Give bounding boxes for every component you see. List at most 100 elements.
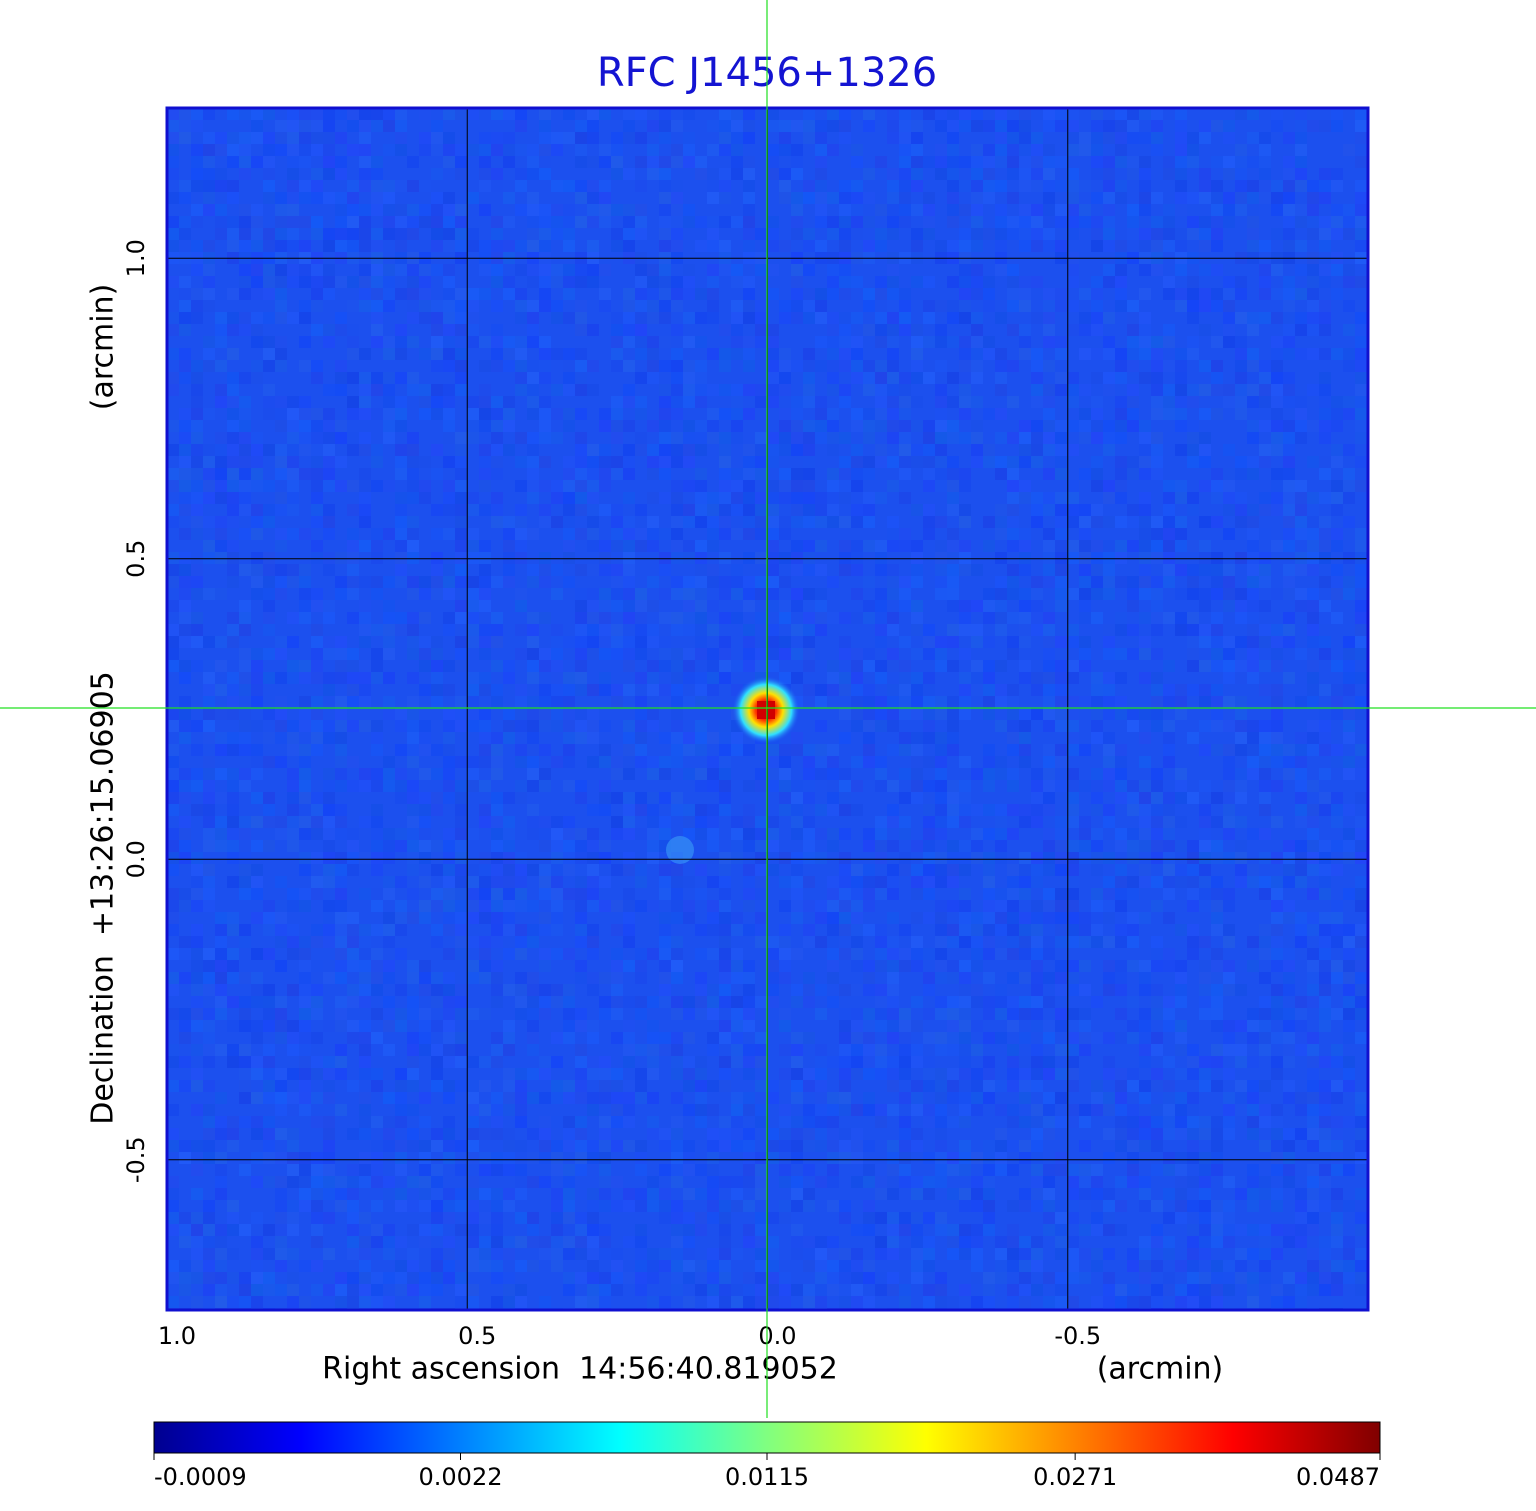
image-pixel xyxy=(1187,540,1199,552)
image-pixel xyxy=(239,492,251,504)
image-pixel xyxy=(875,156,887,168)
image-pixel xyxy=(1235,852,1247,864)
image-pixel xyxy=(323,480,335,492)
image-pixel xyxy=(455,228,467,240)
image-pixel xyxy=(1079,840,1091,852)
image-pixel xyxy=(1187,888,1199,900)
image-pixel xyxy=(1139,912,1151,924)
image-pixel xyxy=(515,852,527,864)
image-pixel xyxy=(431,552,443,564)
image-pixel xyxy=(1139,132,1151,144)
image-pixel xyxy=(191,576,203,588)
image-pixel xyxy=(491,804,503,816)
image-pixel xyxy=(395,552,407,564)
image-pixel xyxy=(407,864,419,876)
image-pixel xyxy=(827,756,839,768)
image-pixel xyxy=(323,720,335,732)
image-pixel xyxy=(995,108,1007,120)
image-pixel xyxy=(587,804,599,816)
image-pixel xyxy=(1007,612,1019,624)
image-pixel xyxy=(935,792,947,804)
image-pixel xyxy=(1031,312,1043,324)
image-pixel xyxy=(1271,696,1283,708)
image-pixel xyxy=(479,732,491,744)
image-pixel xyxy=(767,948,779,960)
image-pixel xyxy=(1151,360,1163,372)
image-pixel xyxy=(959,696,971,708)
image-pixel xyxy=(1235,468,1247,480)
image-pixel xyxy=(683,672,695,684)
image-pixel xyxy=(1115,672,1127,684)
image-pixel xyxy=(863,984,875,996)
image-pixel xyxy=(1307,120,1319,132)
image-pixel xyxy=(947,108,959,120)
image-pixel xyxy=(731,828,743,840)
image-pixel xyxy=(551,624,563,636)
image-pixel xyxy=(971,984,983,996)
image-pixel xyxy=(743,312,755,324)
image-pixel xyxy=(755,876,767,888)
image-pixel xyxy=(1031,588,1043,600)
image-pixel xyxy=(167,972,179,984)
image-pixel xyxy=(923,648,935,660)
image-pixel xyxy=(1247,612,1259,624)
image-pixel xyxy=(791,168,803,180)
image-pixel xyxy=(791,780,803,792)
image-pixel xyxy=(791,804,803,816)
image-pixel xyxy=(227,456,239,468)
image-pixel xyxy=(323,264,335,276)
image-pixel xyxy=(731,408,743,420)
image-pixel xyxy=(575,972,587,984)
image-pixel xyxy=(1103,156,1115,168)
image-pixel xyxy=(311,228,323,240)
image-pixel xyxy=(1019,552,1031,564)
image-pixel xyxy=(251,288,263,300)
image-pixel xyxy=(1331,840,1343,852)
image-pixel xyxy=(839,264,851,276)
image-pixel xyxy=(323,816,335,828)
image-pixel xyxy=(275,828,287,840)
image-pixel xyxy=(419,768,431,780)
image-pixel xyxy=(287,276,299,288)
image-pixel xyxy=(179,660,191,672)
image-pixel xyxy=(1151,516,1163,528)
image-pixel xyxy=(791,504,803,516)
image-pixel xyxy=(1199,636,1211,648)
image-pixel xyxy=(1055,972,1067,984)
image-pixel xyxy=(1259,996,1271,1008)
image-pixel xyxy=(1283,480,1295,492)
image-pixel xyxy=(287,612,299,624)
image-pixel xyxy=(1079,408,1091,420)
image-pixel xyxy=(311,132,323,144)
image-pixel xyxy=(863,504,875,516)
image-pixel xyxy=(299,120,311,132)
image-pixel xyxy=(347,828,359,840)
image-pixel xyxy=(191,768,203,780)
image-pixel xyxy=(1103,516,1115,528)
image-pixel xyxy=(551,348,563,360)
image-pixel xyxy=(383,216,395,228)
image-pixel xyxy=(599,300,611,312)
image-pixel xyxy=(623,324,635,336)
image-pixel xyxy=(395,924,407,936)
image-pixel xyxy=(683,336,695,348)
image-pixel xyxy=(431,444,443,456)
image-pixel xyxy=(491,936,503,948)
image-pixel xyxy=(827,492,839,504)
image-pixel xyxy=(1283,912,1295,924)
image-pixel xyxy=(1127,336,1139,348)
image-pixel xyxy=(1103,648,1115,660)
image-pixel xyxy=(767,144,779,156)
image-pixel xyxy=(911,708,923,720)
image-pixel xyxy=(947,600,959,612)
image-pixel xyxy=(299,780,311,792)
image-pixel xyxy=(347,108,359,120)
image-pixel xyxy=(263,996,275,1008)
image-pixel xyxy=(563,672,575,684)
image-pixel xyxy=(1151,192,1163,204)
image-pixel xyxy=(923,312,935,324)
image-pixel xyxy=(407,744,419,756)
image-pixel xyxy=(1151,960,1163,972)
image-pixel xyxy=(707,384,719,396)
image-pixel xyxy=(1187,432,1199,444)
